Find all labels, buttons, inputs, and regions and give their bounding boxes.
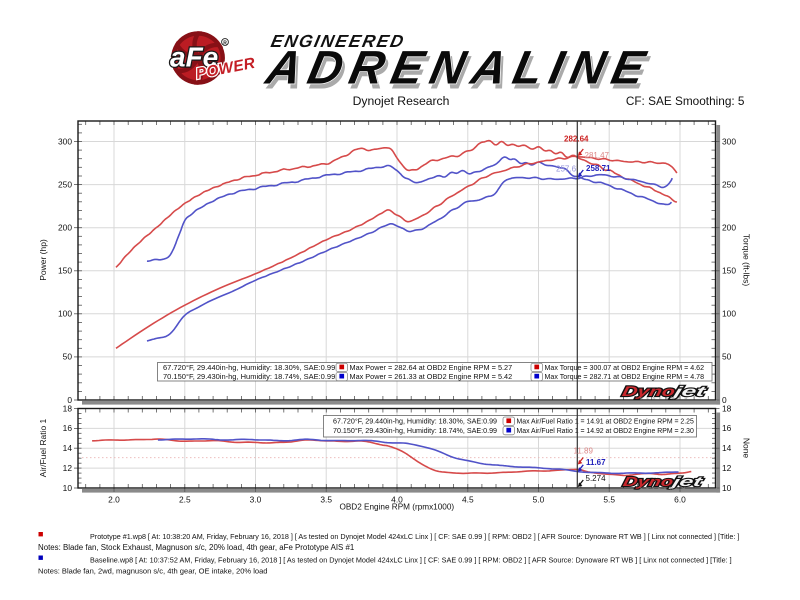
svg-text:OBD2 Engine RPM (rpmx1000): OBD2 Engine RPM (rpmx1000) — [339, 503, 454, 512]
svg-text:282.64: 282.64 — [564, 135, 589, 144]
svg-text:Power (hp): Power (hp) — [38, 239, 48, 281]
svg-text:jet: jet — [667, 475, 705, 490]
svg-text:Max Air/Fuel Ratio 1 = 14.92 a: Max Air/Fuel Ratio 1 = 14.92 at OBD2 Eng… — [517, 428, 695, 435]
svg-text:11.67: 11.67 — [586, 458, 606, 467]
svg-text:Dyno: Dyno — [621, 384, 677, 400]
svg-text:250: 250 — [58, 179, 72, 189]
svg-text:150: 150 — [58, 266, 72, 276]
svg-text:ENGINEERED: ENGINEERED — [269, 31, 407, 51]
svg-text:ADRENALINE: ADRENALINE — [261, 42, 657, 94]
svg-text:200: 200 — [722, 223, 736, 233]
svg-text:300: 300 — [722, 136, 736, 146]
svg-text:6.0: 6.0 — [674, 495, 686, 505]
svg-text:5.0: 5.0 — [533, 495, 545, 505]
svg-text:250: 250 — [722, 179, 736, 189]
svg-text:10: 10 — [722, 483, 732, 493]
svg-text:300: 300 — [58, 136, 72, 146]
svg-text:12: 12 — [722, 463, 732, 473]
svg-text:16: 16 — [722, 423, 732, 433]
svg-text:67.720°F, 29.440in-hg, Humidit: 67.720°F, 29.440in-hg, Humidity: 18.30%,… — [333, 418, 497, 426]
svg-text:12: 12 — [63, 463, 73, 473]
svg-text:Max Power = 282.64 at OBD2 Eng: Max Power = 282.64 at OBD2 Engine RPM = … — [350, 363, 513, 372]
svg-text:jet: jet — [669, 384, 708, 399]
svg-text:16: 16 — [63, 423, 73, 433]
svg-text:Notes: Blade fan, 2wd, magnuso: Notes: Blade fan, 2wd, magnuson s/c, 4th… — [38, 567, 267, 576]
svg-text:R: R — [223, 40, 227, 46]
svg-text:3.0: 3.0 — [250, 495, 262, 505]
svg-text:18: 18 — [722, 403, 732, 413]
svg-text:4.5: 4.5 — [462, 495, 474, 505]
svg-text:5.274: 5.274 — [586, 474, 607, 483]
svg-text:ADRENALINE: ADRENALINE — [263, 47, 659, 99]
svg-text:70.150°F, 29.430in-hg, Humidit: 70.150°F, 29.430in-hg, Humidity: 18.74%,… — [333, 427, 497, 435]
svg-text:50: 50 — [722, 352, 732, 362]
svg-text:Max Torque = 282.71 at OBD2 En: Max Torque = 282.71 at OBD2 Engine RPM =… — [545, 373, 705, 381]
svg-text:3.5: 3.5 — [320, 495, 332, 505]
svg-text:5.5: 5.5 — [603, 495, 615, 505]
svg-text:Air/Fuel Ratio 1: Air/Fuel Ratio 1 — [38, 418, 48, 477]
svg-text:CF: SAE Smoothing: 5: CF: SAE Smoothing: 5 — [626, 94, 745, 108]
svg-text:70.150°F, 29.430in-hg, Humidit: 70.150°F, 29.430in-hg, Humidity: 18.74%,… — [163, 372, 335, 381]
svg-text:Dynojet Research: Dynojet Research — [353, 94, 450, 108]
svg-text:Prototype #1.wp8 [ At: 10:38:2: Prototype #1.wp8 [ At: 10:38:20 AM, Frid… — [90, 532, 739, 541]
svg-text:RESEARCH: RESEARCH — [640, 396, 691, 401]
svg-text:Dyno: Dyno — [622, 474, 675, 489]
svg-text:2.0: 2.0 — [108, 495, 120, 505]
svg-text:10: 10 — [63, 483, 73, 493]
svg-text:14: 14 — [722, 443, 732, 453]
svg-text:67.720°F, 29.440in-hg, Humidit: 67.720°F, 29.440in-hg, Humidity: 18.30%,… — [163, 363, 335, 372]
svg-text:257.6: 257.6 — [556, 164, 577, 173]
svg-text:None: None — [742, 438, 752, 459]
svg-text:Max Air/Fuel Ratio 1 = 14.91 a: Max Air/Fuel Ratio 1 = 14.91 at OBD2 Eng… — [517, 419, 695, 426]
svg-text:Torque (ft-lbs): Torque (ft-lbs) — [742, 234, 752, 287]
svg-text:RESEARCH: RESEARCH — [640, 486, 688, 490]
svg-text:0: 0 — [67, 395, 72, 405]
svg-text:2.5: 2.5 — [179, 495, 191, 505]
svg-text:281.47: 281.47 — [585, 151, 610, 160]
svg-text:Max Power = 261.33 at OBD2 Eng: Max Power = 261.33 at OBD2 Engine RPM = … — [350, 372, 513, 381]
svg-text:4.0: 4.0 — [391, 495, 403, 505]
svg-text:14: 14 — [63, 443, 73, 453]
svg-text:100: 100 — [58, 309, 72, 319]
svg-text:258.71: 258.71 — [586, 164, 611, 173]
svg-text:100: 100 — [722, 309, 736, 319]
svg-text:aFe: aFe — [170, 42, 218, 73]
svg-text:Baseline.wp8 [ At: 10:37:52 AM: Baseline.wp8 [ At: 10:37:52 AM, Friday, … — [90, 556, 732, 565]
svg-text:150: 150 — [722, 266, 736, 276]
svg-text:11.89: 11.89 — [574, 447, 594, 456]
svg-text:Max Torque = 300.07 at OBD2 En: Max Torque = 300.07 at OBD2 Engine RPM =… — [545, 364, 705, 372]
svg-text:18: 18 — [63, 403, 73, 413]
svg-text:0: 0 — [722, 395, 727, 405]
svg-text:Notes: Blade fan, Stock Exhaus: Notes: Blade fan, Stock Exhaust, Magnuso… — [38, 543, 354, 552]
svg-text:200: 200 — [58, 223, 72, 233]
svg-text:50: 50 — [63, 352, 73, 362]
